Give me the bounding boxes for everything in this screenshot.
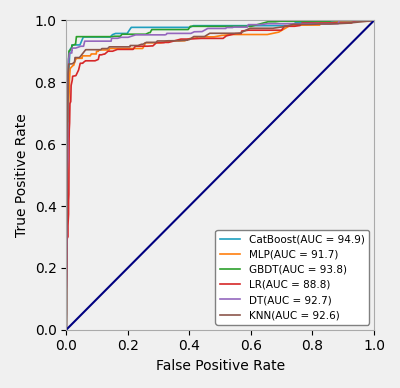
LR(AUC = 88.8): [354, 18, 359, 23]
CatBoost(AUC = 94.9): [214, 23, 219, 28]
DT(AUC = 92.7): [372, 18, 376, 23]
MLP(AUC = 91.7): [195, 35, 200, 39]
KNN(AUC = 92.6): [64, 324, 69, 329]
LR(AUC = 88.8): [372, 18, 376, 23]
MLP(AUC = 91.7): [64, 323, 69, 328]
X-axis label: False Positive Rate: False Positive Rate: [156, 359, 285, 373]
GBDT(AUC = 93.8): [74, 34, 79, 39]
CatBoost(AUC = 94.9): [64, 324, 69, 329]
CatBoost(AUC = 94.9): [263, 23, 268, 28]
KNN(AUC = 92.6): [303, 22, 308, 27]
LR(AUC = 88.8): [64, 325, 69, 329]
GBDT(AUC = 93.8): [232, 24, 237, 29]
MLP(AUC = 91.7): [229, 32, 234, 37]
DT(AUC = 92.7): [64, 327, 69, 332]
GBDT(AUC = 93.8): [372, 18, 376, 23]
LR(AUC = 88.8): [64, 323, 69, 328]
KNN(AUC = 92.6): [64, 327, 69, 332]
MLP(AUC = 91.7): [317, 23, 322, 28]
KNN(AUC = 92.6): [76, 55, 81, 60]
GBDT(AUC = 93.8): [64, 327, 69, 332]
LR(AUC = 88.8): [64, 327, 69, 332]
KNN(AUC = 92.6): [186, 37, 190, 42]
Line: GBDT(AUC = 93.8): GBDT(AUC = 93.8): [66, 21, 374, 330]
DT(AUC = 92.7): [64, 320, 69, 324]
CatBoost(AUC = 94.9): [64, 327, 69, 332]
DT(AUC = 92.7): [245, 25, 250, 29]
GBDT(AUC = 93.8): [296, 19, 301, 24]
GBDT(AUC = 93.8): [329, 18, 334, 23]
CatBoost(AUC = 94.9): [64, 325, 69, 329]
Y-axis label: True Positive Rate: True Positive Rate: [15, 113, 29, 237]
CatBoost(AUC = 94.9): [70, 43, 75, 47]
LR(AUC = 88.8): [250, 28, 255, 33]
GBDT(AUC = 93.8): [64, 324, 69, 329]
Line: KNN(AUC = 92.6): KNN(AUC = 92.6): [66, 21, 374, 330]
MLP(AUC = 91.7): [78, 56, 83, 61]
GBDT(AUC = 93.8): [64, 324, 69, 329]
Legend: CatBoost(AUC = 94.9), MLP(AUC = 91.7), GBDT(AUC = 93.8), LR(AUC = 88.8), DT(AUC : CatBoost(AUC = 94.9), MLP(AUC = 91.7), G…: [216, 230, 369, 324]
KNN(AUC = 92.6): [372, 18, 376, 23]
LR(AUC = 88.8): [221, 36, 226, 41]
Line: LR(AUC = 88.8): LR(AUC = 88.8): [66, 21, 374, 330]
KNN(AUC = 92.6): [64, 323, 69, 327]
Line: MLP(AUC = 91.7): MLP(AUC = 91.7): [66, 21, 374, 330]
KNN(AUC = 92.6): [230, 31, 235, 36]
DT(AUC = 92.7): [337, 18, 342, 23]
DT(AUC = 92.7): [70, 46, 74, 50]
MLP(AUC = 91.7): [64, 323, 69, 327]
DT(AUC = 92.7): [286, 21, 291, 26]
CatBoost(AUC = 94.9): [358, 18, 362, 23]
LR(AUC = 88.8): [81, 60, 86, 65]
MLP(AUC = 91.7): [64, 327, 69, 332]
GBDT(AUC = 93.8): [185, 27, 190, 32]
Line: DT(AUC = 92.7): DT(AUC = 92.7): [66, 21, 374, 330]
CatBoost(AUC = 94.9): [330, 19, 335, 23]
LR(AUC = 88.8): [326, 21, 331, 25]
CatBoost(AUC = 94.9): [372, 18, 376, 23]
MLP(AUC = 91.7): [372, 18, 376, 23]
DT(AUC = 92.7): [221, 26, 226, 31]
DT(AUC = 92.7): [64, 318, 69, 323]
Line: CatBoost(AUC = 94.9): CatBoost(AUC = 94.9): [66, 21, 374, 330]
